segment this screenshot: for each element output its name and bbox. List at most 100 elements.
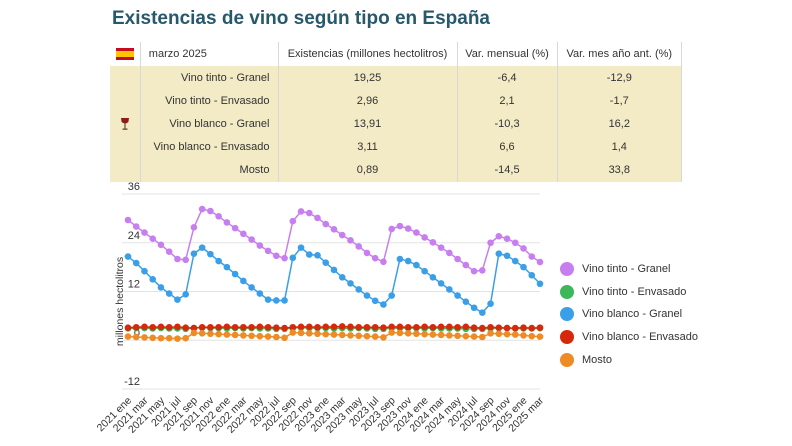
data-point — [371, 323, 379, 331]
data-point — [305, 330, 313, 337]
y-tick-label: 36 — [128, 181, 140, 193]
data-point — [248, 332, 255, 340]
data-point — [281, 254, 288, 262]
data-point — [165, 334, 173, 342]
data-point — [479, 333, 486, 341]
data-point — [462, 332, 470, 340]
data-point — [396, 323, 404, 331]
data-point — [487, 323, 494, 331]
data-point — [429, 239, 437, 246]
data-point — [446, 323, 453, 331]
legend-item[interactable]: Mosto — [560, 348, 698, 371]
legend-item[interactable]: Vino tinto - Granel — [560, 258, 698, 281]
data-point — [207, 323, 214, 331]
legend-swatch — [560, 307, 574, 322]
legend-item[interactable]: Vino blanco - Granel — [560, 303, 698, 326]
data-point — [437, 280, 445, 287]
series-line — [127, 246, 541, 314]
data-point — [536, 324, 544, 331]
data-point — [355, 323, 363, 331]
table-row: Mosto 0,89 -14,5 33,8 — [110, 158, 683, 182]
data-point — [264, 333, 272, 340]
data-point — [190, 324, 198, 332]
legend-swatch — [560, 330, 574, 345]
header-yoy-change: Var. mes año ant. (%) — [557, 42, 683, 66]
data-point — [297, 244, 305, 251]
data-point — [149, 235, 157, 242]
row-yoy: -12,9 — [557, 66, 683, 90]
data-point — [305, 251, 313, 258]
data-point — [231, 224, 239, 232]
data-point — [454, 255, 461, 263]
data-point — [495, 250, 503, 258]
table-row: Vino tinto - Envasado 2,96 2,1 -1,7 — [110, 89, 683, 113]
data-point — [132, 333, 140, 341]
data-point — [371, 254, 379, 262]
data-point — [487, 330, 494, 337]
data-point — [256, 323, 264, 331]
data-point — [190, 329, 198, 337]
data-point — [479, 309, 486, 316]
data-point — [182, 324, 189, 331]
chart-title: Existencias de vino según tipo en España — [112, 8, 490, 29]
chart-legend: Vino tinto - Granel Vino tinto - Envasad… — [560, 258, 698, 371]
data-point — [511, 331, 519, 338]
data-point — [273, 252, 280, 260]
data-point — [429, 273, 437, 281]
data-point — [289, 329, 297, 336]
legend-label: Vino tinto - Envasado — [582, 285, 687, 298]
data-point — [536, 258, 544, 266]
data-point — [421, 234, 428, 241]
y-axis-label: millones hectolitros — [114, 257, 126, 346]
data-point — [511, 324, 519, 332]
data-point — [404, 257, 412, 265]
data-point — [528, 332, 536, 340]
data-point — [289, 254, 297, 262]
data-point — [281, 334, 288, 342]
data-point — [388, 225, 395, 233]
data-point — [355, 243, 363, 250]
row-stock: 19,25 — [278, 66, 458, 90]
data-point — [124, 216, 132, 224]
data-point — [273, 324, 280, 331]
data-point — [223, 219, 231, 226]
data-point — [462, 323, 470, 331]
legend-item[interactable]: Vino tinto - Envasado — [560, 281, 698, 304]
row-stock: 2,96 — [278, 89, 458, 113]
data-point — [429, 323, 437, 331]
row-monthly: 2,1 — [457, 89, 558, 113]
data-point — [223, 323, 231, 331]
legend-swatch — [560, 262, 574, 277]
data-point — [462, 298, 470, 305]
data-point — [223, 263, 231, 271]
row-category: Vino tinto - Envasado — [140, 89, 279, 113]
row-category: Vino blanco - Envasado — [140, 135, 279, 159]
data-point — [503, 324, 511, 332]
data-point — [363, 249, 371, 257]
data-point — [322, 220, 330, 228]
row-yoy: 16,2 — [557, 112, 683, 136]
row-monthly: 6,6 — [457, 135, 558, 159]
data-point — [479, 324, 486, 332]
data-point — [322, 259, 330, 266]
y-tick-label: 0 — [134, 327, 140, 339]
data-point — [338, 331, 346, 339]
data-point — [520, 263, 527, 271]
data-point — [520, 245, 527, 252]
legend-item[interactable]: Vino blanco - Envasado — [560, 326, 698, 349]
data-point — [503, 330, 511, 338]
data-point — [314, 323, 321, 331]
data-point — [388, 323, 395, 331]
table-row: Vino blanco - Granel 13,91 -10,3 16,2 — [110, 112, 683, 136]
data-point — [124, 333, 132, 340]
legend-swatch — [560, 284, 574, 299]
data-point — [231, 331, 239, 339]
data-point — [413, 261, 420, 269]
data-point — [174, 296, 181, 303]
data-point — [165, 323, 173, 331]
data-point — [190, 224, 198, 231]
data-point — [404, 323, 412, 331]
data-point — [314, 252, 321, 259]
data-point — [347, 332, 354, 339]
